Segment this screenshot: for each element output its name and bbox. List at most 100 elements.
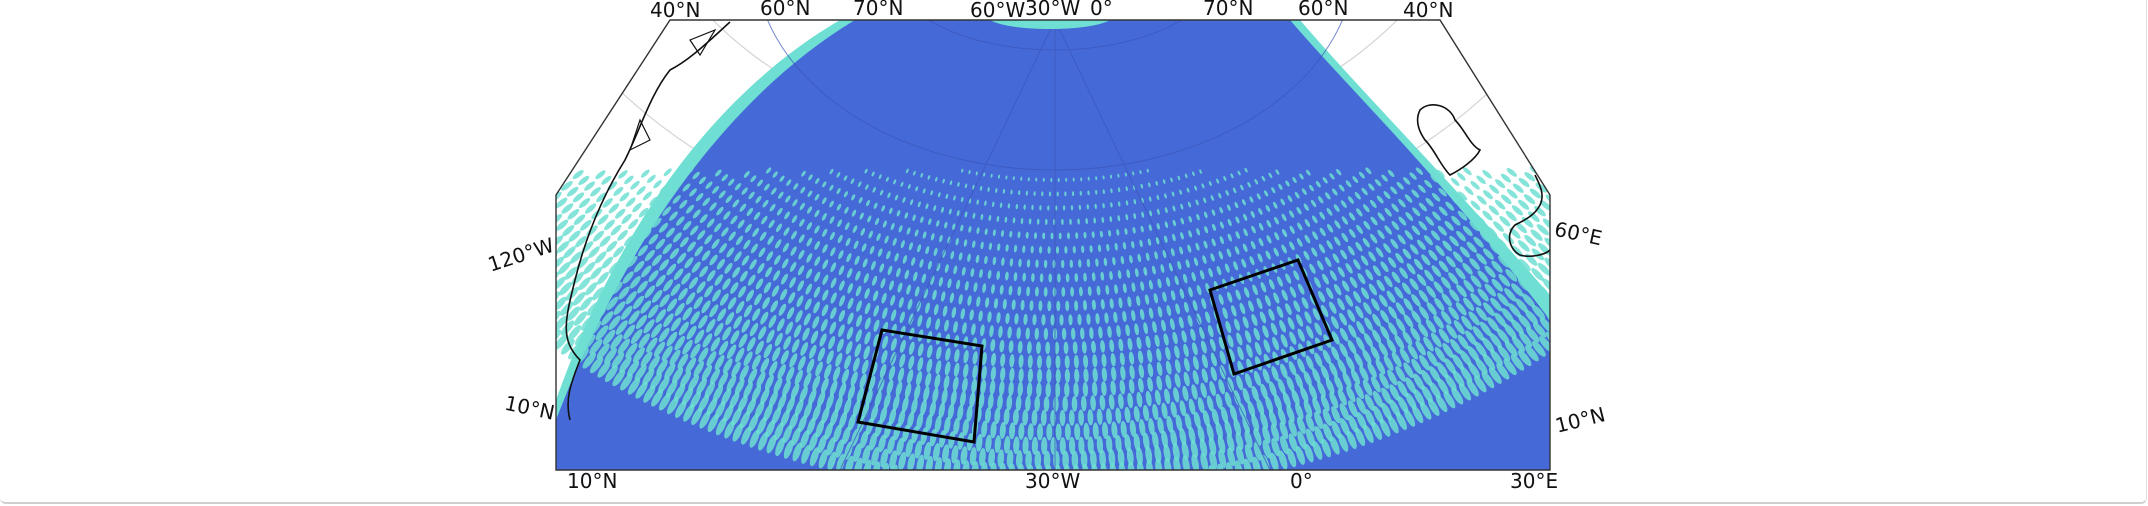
swath-gap (1504, 340, 1518, 357)
swath-gap (1531, 304, 1546, 320)
swath-gap (1133, 405, 1140, 423)
swath-gap (1322, 423, 1333, 442)
swath-gap (1081, 245, 1085, 254)
swath-gap (1268, 279, 1275, 290)
swath-gap (578, 175, 590, 186)
swath-gap (774, 332, 783, 347)
swath-gap (613, 301, 626, 315)
swath-gap (923, 288, 929, 299)
swath-gap (907, 184, 911, 190)
swath-gap (1043, 396, 1050, 412)
swath-gap (1226, 204, 1231, 211)
swath-gap (1451, 196, 1461, 206)
swath-gap (932, 443, 941, 462)
swath-gap (1109, 339, 1115, 353)
swath-gap (1253, 327, 1261, 341)
swath-gap (756, 416, 767, 435)
swath-gap (1285, 273, 1292, 284)
swath-gap (925, 372, 932, 388)
swath-gap (772, 171, 778, 178)
swath-gap (884, 235, 889, 244)
swath-gap (827, 451, 837, 470)
swath-gap (871, 171, 875, 177)
swath-gap (1329, 362, 1338, 378)
swath-gap (677, 252, 687, 264)
swath-gap (1314, 352, 1323, 368)
swath-gap (824, 364, 832, 379)
swath-gap (1117, 215, 1121, 222)
swath-gap (1260, 383, 1268, 400)
swath-gap (1100, 463, 1108, 470)
swath-gap (693, 296, 704, 310)
swath-gap (917, 343, 924, 357)
swath-gap (950, 389, 957, 406)
swath-gap (1281, 213, 1287, 222)
swath-gap (815, 419, 825, 438)
swath-gap (1136, 295, 1141, 307)
swath-gap (1193, 257, 1199, 267)
swath-gap (1372, 329, 1382, 344)
swath-gap (1395, 365, 1406, 382)
swath-gap (926, 358, 933, 373)
swath-gap (576, 256, 589, 270)
swath-gap (1080, 177, 1083, 182)
swath-gap (722, 326, 732, 341)
swath-gap (1362, 349, 1372, 364)
swath-gap (885, 176, 889, 182)
swath-gap (663, 313, 674, 328)
swath-gap (1532, 340, 1546, 357)
swath-gap (899, 353, 906, 368)
swath-gap (1137, 350, 1144, 364)
swath-gap (863, 459, 872, 470)
swath-gap (842, 426, 851, 445)
swath-gap (908, 355, 915, 370)
swath-gap (1170, 248, 1175, 257)
swath-gap (1196, 284, 1202, 296)
swath-gap (1138, 364, 1145, 379)
swath-gap (1047, 300, 1052, 312)
swath-gap (635, 314, 648, 329)
swath-gap (922, 188, 926, 194)
swath-gap (1348, 324, 1357, 338)
swath-gap (967, 253, 971, 262)
swath-gap (1296, 206, 1302, 215)
swath-gap (706, 319, 716, 333)
top-labels: 40°N 60°N 70°N 60°W 30°W 0° 70°N 60°N 40… (650, 0, 1453, 22)
swath-gap (925, 414, 933, 432)
swath-gap (1403, 362, 1414, 379)
swath-gap (1256, 297, 1263, 310)
swath-gap (1191, 272, 1196, 282)
swath-gap (658, 327, 670, 343)
swath-gap (621, 213, 632, 224)
swath-gap (705, 181, 713, 190)
swath-gap (1101, 381, 1107, 396)
swath-gap (870, 260, 876, 271)
swath-gap (899, 339, 906, 353)
swath-gap (1328, 301, 1337, 314)
swath-gap (854, 343, 862, 358)
swath-gap (819, 333, 827, 347)
swath-gap (602, 198, 613, 208)
swath-gap (1339, 403, 1350, 421)
swath-gap (1450, 338, 1462, 355)
swath-gap (1354, 382, 1364, 400)
swath-gap (1195, 242, 1200, 251)
swath-gap (812, 375, 821, 391)
swath-gap (968, 226, 972, 233)
swath-gap (556, 256, 565, 270)
swath-gap (795, 310, 803, 323)
swath-gap (757, 179, 764, 187)
swath-gap (943, 458, 952, 470)
swath-gap (978, 310, 983, 322)
swath-gap (908, 242, 913, 251)
swath-gap (1287, 317, 1295, 330)
swath-gap (829, 380, 838, 396)
swath-gap (558, 281, 573, 296)
swath-gap (641, 265, 652, 278)
swath-gap (867, 215, 872, 223)
swath-gap (1050, 314, 1055, 326)
swath-gap (1106, 243, 1110, 252)
swath-gap (1140, 281, 1145, 291)
swath-gap (947, 403, 955, 420)
swath-gap (843, 398, 852, 415)
